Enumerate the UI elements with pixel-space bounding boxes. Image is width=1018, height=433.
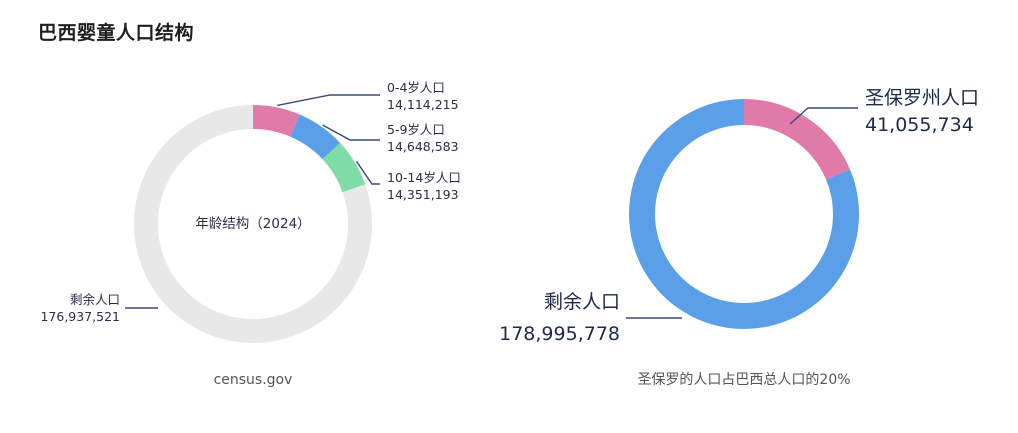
slice-label-remaining-2: 剩余人口: [544, 291, 620, 313]
slice-value-0-4: 14,114,215: [387, 97, 459, 112]
chart-source-caption: census.gov: [214, 372, 293, 388]
donut-slice-2: [629, 99, 859, 329]
slice-value-10-14: 14,351,193: [387, 187, 459, 202]
slice-label-sao-paulo: 圣保罗州人口: [865, 87, 979, 109]
slice-value-remaining: 176,937,521: [40, 309, 120, 324]
slice-label-5-9: 5-9岁人口: [387, 122, 445, 137]
donut-slice-4: [134, 105, 372, 343]
slice-value-remaining-2: 178,995,778: [499, 323, 620, 345]
age-structure-donut-chart: 年龄结构（2024） census.gov 0-4岁人口 14,114,215 5-9岁…: [40, 80, 460, 388]
slice-label-10-14: 10-14岁人口: [387, 170, 461, 185]
slice-value-5-9: 14,648,583: [387, 139, 459, 154]
donut-slice-1: [743, 99, 850, 180]
sao-paulo-share-donut-chart: 圣保罗的人口占巴西总人口的20% 圣保罗州人口 41,055,734 剩余人口 178,…: [499, 87, 979, 388]
leader-line-5-9: [322, 124, 380, 141]
donut-slice-2: [289, 114, 341, 160]
slice-label-0-4: 0-4岁人口: [387, 80, 445, 95]
chart-caption-share: 圣保罗的人口占巴西总人口的20%: [637, 372, 850, 388]
donut-center-label: 年龄结构（2024）: [195, 216, 310, 232]
leader-line-10-14: [355, 160, 380, 185]
slice-value-sao-paulo: 41,055,734: [865, 114, 974, 136]
donut-slice-1: [252, 105, 300, 137]
leader-line-sao-paulo: [789, 107, 858, 125]
leader-line-0-4: [277, 94, 380, 107]
donut-slice-3: [322, 142, 366, 193]
slice-label-remaining: 剩余人口: [70, 292, 120, 307]
page-title: 巴西婴童人口结构: [38, 22, 195, 44]
